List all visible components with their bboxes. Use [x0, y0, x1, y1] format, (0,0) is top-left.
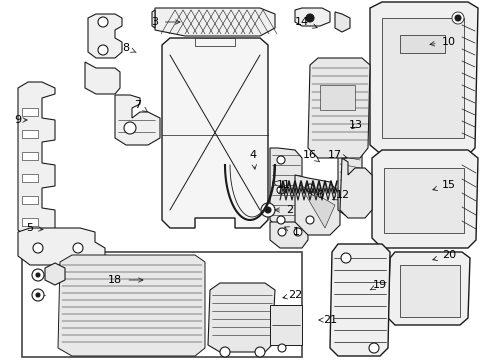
- Circle shape: [36, 273, 40, 277]
- Text: 14: 14: [294, 17, 317, 28]
- Polygon shape: [387, 252, 469, 325]
- Bar: [269, 305, 302, 345]
- Bar: [22, 108, 38, 116]
- Circle shape: [278, 344, 285, 352]
- Circle shape: [264, 207, 270, 213]
- Polygon shape: [18, 82, 55, 238]
- Polygon shape: [269, 222, 307, 248]
- Text: 18: 18: [108, 275, 142, 285]
- Circle shape: [32, 289, 44, 301]
- Circle shape: [340, 253, 350, 263]
- Polygon shape: [294, 8, 329, 26]
- Bar: [22, 130, 38, 138]
- Text: 5: 5: [26, 223, 43, 233]
- Polygon shape: [162, 38, 267, 228]
- Bar: [319, 85, 354, 110]
- Text: 12: 12: [332, 190, 349, 200]
- Circle shape: [124, 122, 136, 134]
- Text: 19: 19: [369, 280, 386, 290]
- Polygon shape: [369, 2, 477, 155]
- Bar: [22, 252, 302, 357]
- Polygon shape: [207, 283, 274, 352]
- Text: 9: 9: [15, 115, 27, 125]
- Circle shape: [276, 186, 285, 194]
- Bar: [195, 38, 235, 46]
- Polygon shape: [152, 10, 155, 28]
- Text: 6: 6: [309, 190, 323, 200]
- Circle shape: [254, 347, 264, 357]
- Bar: [22, 218, 38, 226]
- Circle shape: [36, 293, 40, 297]
- Text: 22: 22: [282, 290, 302, 300]
- Polygon shape: [307, 58, 369, 158]
- Polygon shape: [115, 95, 160, 145]
- Polygon shape: [18, 228, 105, 265]
- Circle shape: [293, 228, 302, 236]
- Bar: [22, 152, 38, 160]
- Polygon shape: [269, 148, 302, 228]
- Text: 11: 11: [272, 180, 290, 190]
- Text: 15: 15: [432, 180, 455, 191]
- Circle shape: [454, 15, 460, 21]
- Text: 3: 3: [151, 17, 180, 27]
- Polygon shape: [337, 132, 361, 215]
- Circle shape: [278, 228, 285, 236]
- Circle shape: [73, 243, 83, 253]
- Text: 20: 20: [432, 250, 455, 261]
- Circle shape: [261, 203, 274, 217]
- Polygon shape: [155, 8, 274, 36]
- Text: 16: 16: [303, 150, 319, 162]
- Circle shape: [220, 347, 229, 357]
- Circle shape: [305, 14, 313, 22]
- Circle shape: [32, 269, 44, 281]
- Polygon shape: [334, 12, 349, 32]
- Circle shape: [305, 184, 313, 192]
- Text: 2: 2: [274, 205, 293, 215]
- Text: 21: 21: [318, 315, 336, 325]
- Text: 4: 4: [249, 150, 256, 169]
- Bar: [22, 174, 38, 182]
- Circle shape: [33, 243, 43, 253]
- Polygon shape: [299, 185, 334, 228]
- Circle shape: [98, 45, 108, 55]
- Text: 8: 8: [122, 43, 136, 53]
- Circle shape: [276, 216, 285, 224]
- Text: 7: 7: [134, 100, 147, 112]
- Bar: [383, 168, 463, 233]
- Circle shape: [305, 216, 313, 224]
- Polygon shape: [329, 244, 389, 356]
- Polygon shape: [58, 255, 204, 356]
- Circle shape: [98, 17, 108, 27]
- Circle shape: [368, 343, 378, 353]
- Text: 17: 17: [327, 150, 346, 160]
- Polygon shape: [371, 150, 477, 248]
- Polygon shape: [45, 263, 65, 285]
- Text: 1: 1: [284, 227, 299, 237]
- Circle shape: [276, 156, 285, 164]
- Bar: [399, 265, 459, 317]
- Bar: [381, 18, 463, 138]
- Bar: [399, 35, 444, 53]
- Circle shape: [451, 12, 463, 24]
- Polygon shape: [294, 175, 339, 235]
- Bar: [22, 196, 38, 204]
- Text: 13: 13: [348, 120, 362, 130]
- Polygon shape: [88, 14, 122, 58]
- Text: 10: 10: [429, 37, 455, 47]
- Polygon shape: [85, 62, 120, 94]
- Polygon shape: [339, 158, 371, 218]
